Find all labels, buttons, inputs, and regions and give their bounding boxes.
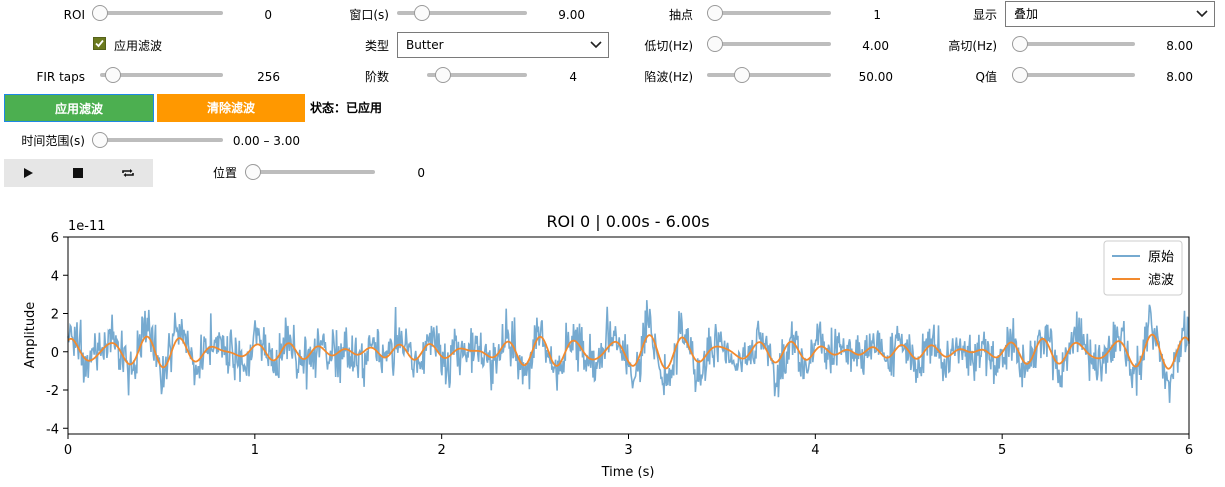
position-value: 0 — [417, 166, 425, 180]
apply-filter-button[interactable]: 应用滤波 — [4, 94, 154, 122]
x-tick-label: 4 — [811, 443, 819, 458]
y-tick-label: 4 — [51, 269, 59, 284]
plot-frame — [67, 236, 1190, 435]
highcut-label: 高切(Hz) — [948, 39, 997, 53]
lowcut-value: 4.00 — [862, 39, 889, 53]
stop-icon — [73, 168, 83, 178]
legend-raw-label: 原始 — [1148, 250, 1174, 265]
display-label: 显示 — [972, 8, 997, 22]
roi-slider[interactable] — [92, 5, 223, 21]
time-range-label: 时间范围(s) — [21, 134, 85, 148]
loop-button[interactable] — [104, 159, 153, 187]
y-tick-label: -4 — [46, 422, 59, 437]
x-tick-label: 3 — [624, 443, 632, 458]
fir-taps-value: 256 — [257, 70, 280, 84]
q-value: 8.00 — [1166, 70, 1193, 84]
q-label: Q值 — [975, 70, 997, 84]
play-icon — [24, 168, 33, 178]
type-select[interactable]: Butter — [397, 32, 609, 58]
chevron-down-icon — [590, 41, 602, 49]
decimate-value: 1 — [873, 8, 881, 22]
time-range-slider[interactable] — [92, 132, 223, 148]
chart-title: ROI 0 | 0.00s - 6.00s — [546, 212, 709, 231]
order-value: 4 — [569, 70, 577, 84]
q-slider[interactable] — [1012, 67, 1135, 83]
loop-icon — [122, 169, 134, 177]
chart-scale-label: 1e-11 — [68, 219, 106, 234]
x-tick-label: 5 — [998, 443, 1006, 458]
display-select-value: 叠加 — [1014, 7, 1039, 21]
window-slider[interactable] — [397, 5, 527, 21]
notch-value: 50.00 — [858, 70, 893, 84]
legend-filtered-label: 滤波 — [1148, 273, 1174, 288]
clear-filter-button[interactable]: 清除滤波 — [157, 94, 305, 122]
play-button[interactable] — [4, 159, 54, 187]
time-range-value: 0.00 – 3.00 — [232, 134, 300, 148]
roi-label: ROI — [63, 8, 85, 22]
apply-filter-checkbox[interactable] — [93, 37, 106, 50]
x-tick-label: 0 — [64, 443, 72, 458]
x-tick-label: 2 — [438, 443, 446, 458]
notch-slider[interactable] — [707, 67, 831, 83]
position-slider[interactable] — [245, 164, 375, 180]
roi-value: 0 — [264, 8, 272, 22]
order-label: 阶数 — [364, 70, 389, 84]
y-axis-label: Amplitude — [23, 302, 38, 369]
series-raw-line — [67, 300, 1190, 403]
display-select[interactable]: 叠加 — [1005, 1, 1215, 27]
type-select-value: Butter — [406, 38, 444, 52]
y-tick-label: 2 — [51, 308, 59, 323]
fir-taps-label: FIR taps — [36, 70, 85, 84]
window-value: 9.00 — [558, 8, 585, 22]
fir-taps-slider[interactable] — [100, 67, 223, 83]
chevron-down-icon — [1196, 10, 1208, 18]
lowcut-label: 低切(Hz) — [644, 39, 693, 53]
type-label: 类型 — [364, 39, 389, 53]
highcut-slider[interactable] — [1012, 36, 1135, 52]
order-slider[interactable] — [427, 67, 527, 83]
signal-chart: 0 1 2 3 4 5 6 -4 -2 0 2 4 6 ROI 0 | 0.00s - 6.00s 1e… — [23, 212, 1193, 480]
chart-legend: 原始 滤波 — [1103, 240, 1183, 296]
y-tick-label: 0 — [51, 346, 59, 361]
window-label: 窗口(s) — [349, 8, 389, 22]
position-label: 位置 — [212, 166, 237, 180]
x-tick-label: 1 — [251, 443, 259, 458]
notch-label: 陷波(Hz) — [644, 70, 693, 84]
decimate-slider[interactable] — [707, 5, 831, 21]
checkmark-icon — [95, 39, 104, 48]
lowcut-slider[interactable] — [707, 36, 831, 52]
x-tick-label: 6 — [1185, 443, 1193, 458]
apply-filter-label: 应用滤波 — [114, 39, 163, 53]
y-tick-label: 6 — [51, 231, 59, 246]
y-tick-label: -2 — [46, 384, 59, 399]
x-axis-label: Time (s) — [601, 465, 655, 480]
stop-button[interactable] — [54, 159, 104, 187]
status-text: 状态：已应用 — [310, 101, 383, 115]
highcut-value: 8.00 — [1166, 39, 1193, 53]
decimate-label: 抽点 — [668, 8, 693, 22]
series-filtered-line — [67, 333, 1190, 370]
